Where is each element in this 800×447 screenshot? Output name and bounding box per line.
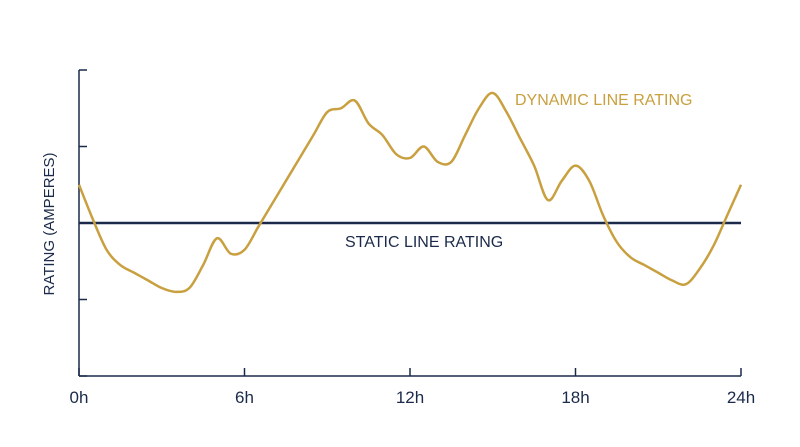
static-line-rating-label: STATIC LINE RATING <box>345 234 503 251</box>
x-tick-label: 12h <box>396 388 424 407</box>
x-tick-labels: 0h 6h 12h 18h 24h <box>70 388 756 407</box>
dynamic-line-rating-label: DYNAMIC LINE RATING <box>515 92 693 109</box>
y-axis-label: RATING (AMPERES) <box>41 152 58 295</box>
x-tick-label: 24h <box>727 388 755 407</box>
x-tick-label: 6h <box>235 388 254 407</box>
dynamic-line-rating-line <box>77 91 743 294</box>
x-tick-label: 18h <box>561 388 589 407</box>
x-ticks <box>78 368 742 376</box>
x-tick-label: 0h <box>70 388 89 407</box>
